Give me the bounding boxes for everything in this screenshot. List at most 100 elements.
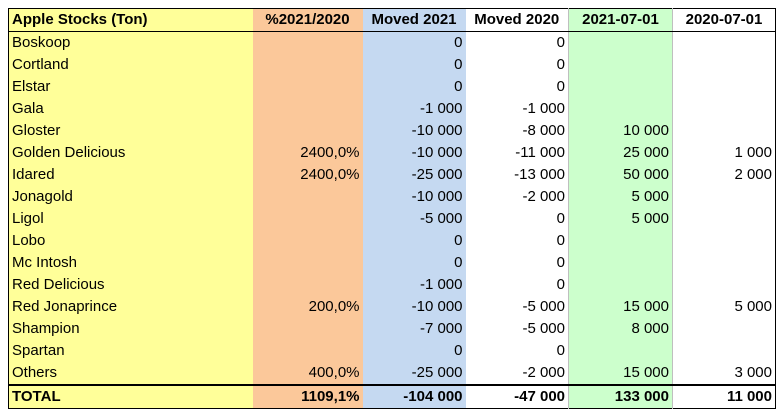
pct-2021-2020-cell [252,252,363,274]
stock-2020-07-01-cell [672,31,776,54]
pct-2021-2020-cell [252,208,363,230]
stock-2020-07-01-cell [672,98,776,120]
total-2020-07-01: 11 000 [672,384,776,409]
total-moved-2021: -104 000 [362,384,466,409]
pct-2021-2020-cell [252,340,363,362]
stock-2021-07-01-cell: 50 000 [568,164,673,186]
stock-2021-07-01-cell [568,31,673,54]
moved-2021-cell: 0 [362,54,466,76]
stock-2020-07-01-cell [672,274,776,296]
stock-2020-07-01-cell: 1 000 [672,142,776,164]
variety-name-cell: Lobo [8,230,253,252]
header-row: Apple Stocks (Ton) %2021/2020 Moved 2021… [8,8,776,32]
total-2021-07-01: 133 000 [568,384,673,409]
moved-2021-cell: 0 [362,252,466,274]
stock-2020-07-01-cell [672,54,776,76]
moved-2020-cell: 0 [465,76,569,98]
pct-2021-2020-cell: 200,0% [252,296,363,318]
header-2021-07-01: 2021-07-01 [568,8,673,32]
variety-name-cell: Idared [8,164,253,186]
stock-2020-07-01-cell [672,318,776,340]
moved-2021-cell: -10 000 [362,186,466,208]
table-row: Others 400,0% -25 000 -2 000 15 000 3 000 [8,362,776,385]
pct-2021-2020-cell [252,98,363,120]
moved-2021-cell: -7 000 [362,318,466,340]
header-moved-2020: Moved 2020 [465,8,569,32]
stock-2021-07-01-cell [568,76,673,98]
variety-name-cell: Gloster [8,120,253,142]
moved-2021-cell: 0 [362,76,466,98]
stock-2021-07-01-cell: 15 000 [568,296,673,318]
pct-2021-2020-cell [252,31,363,54]
header-pct-2021-2020: %2021/2020 [252,8,363,32]
variety-name-cell: Ligol [8,208,253,230]
header-2020-07-01: 2020-07-01 [672,8,776,32]
table-row: Cortland 0 0 [8,54,776,76]
total-moved-2020: -47 000 [465,384,569,409]
table-row: Red Jonaprince 200,0% -10 000 -5 000 15 000 5… [8,296,776,318]
total-row: TOTAL 1109,1% -104 000 -47 000 133 000 1… [8,384,776,409]
variety-name-cell: Cortland [8,54,253,76]
stock-2021-07-01-cell: 5 000 [568,186,673,208]
table-row: Ligol -5 000 0 5 000 [8,208,776,230]
table-row: Jonagold -10 000 -2 000 5 000 [8,186,776,208]
stock-2021-07-01-cell [568,274,673,296]
stock-2020-07-01-cell [672,230,776,252]
stock-2020-07-01-cell [672,186,776,208]
stock-2020-07-01-cell [672,252,776,274]
variety-name-cell: Golden Delicious [8,142,253,164]
stock-2021-07-01-cell [568,340,673,362]
moved-2020-cell: -11 000 [465,142,569,164]
moved-2020-cell: 0 [465,230,569,252]
moved-2021-cell: -25 000 [362,362,466,385]
stock-2021-07-01-cell [568,230,673,252]
moved-2021-cell: -10 000 [362,142,466,164]
moved-2020-cell: -2 000 [465,362,569,385]
pct-2021-2020-cell [252,76,363,98]
table-row: Lobo 0 0 [8,230,776,252]
stock-2021-07-01-cell: 25 000 [568,142,673,164]
moved-2021-cell: -10 000 [362,296,466,318]
moved-2020-cell: 0 [465,208,569,230]
apple-stocks-table: Apple Stocks (Ton) %2021/2020 Moved 2021… [8,8,776,409]
variety-name-cell: Jonagold [8,186,253,208]
moved-2021-cell: -5 000 [362,208,466,230]
variety-name-cell: Gala [8,98,253,120]
stock-2021-07-01-cell [568,252,673,274]
table-row: Golden Delicious 2400,0% -10 000 -11 000 25 … [8,142,776,164]
table-row: Spartan 0 0 [8,340,776,362]
variety-name-cell: Others [8,362,253,385]
variety-name-cell: Spartan [8,340,253,362]
pct-2021-2020-cell [252,120,363,142]
moved-2020-cell: -13 000 [465,164,569,186]
moved-2021-cell: -1 000 [362,274,466,296]
variety-name-cell: Shampion [8,318,253,340]
stock-2020-07-01-cell [672,76,776,98]
moved-2021-cell: 0 [362,340,466,362]
variety-name-cell: Boskoop [8,31,253,54]
pct-2021-2020-cell [252,186,363,208]
variety-name-cell: Red Jonaprince [8,296,253,318]
variety-name-cell: Mc Intosh [8,252,253,274]
moved-2020-cell: -8 000 [465,120,569,142]
moved-2020-cell: 0 [465,31,569,54]
pct-2021-2020-cell [252,54,363,76]
stock-2020-07-01-cell [672,340,776,362]
stock-2021-07-01-cell [568,54,673,76]
moved-2020-cell: 0 [465,274,569,296]
header-moved-2021: Moved 2021 [362,8,466,32]
moved-2021-cell: -1 000 [362,98,466,120]
pct-2021-2020-cell: 400,0% [252,362,363,385]
total-label: TOTAL [8,384,253,409]
moved-2020-cell: -5 000 [465,296,569,318]
moved-2020-cell: -1 000 [465,98,569,120]
apple-stocks-table-container: Apple Stocks (Ton) %2021/2020 Moved 2021… [8,8,776,409]
stock-2020-07-01-cell [672,120,776,142]
moved-2020-cell: 0 [465,54,569,76]
header-apple-stocks: Apple Stocks (Ton) [8,8,253,32]
moved-2021-cell: -10 000 [362,120,466,142]
stock-2021-07-01-cell: 15 000 [568,362,673,385]
pct-2021-2020-cell [252,318,363,340]
table-row: Gala -1 000 -1 000 [8,98,776,120]
table-row: Boskoop 0 0 [8,31,776,54]
